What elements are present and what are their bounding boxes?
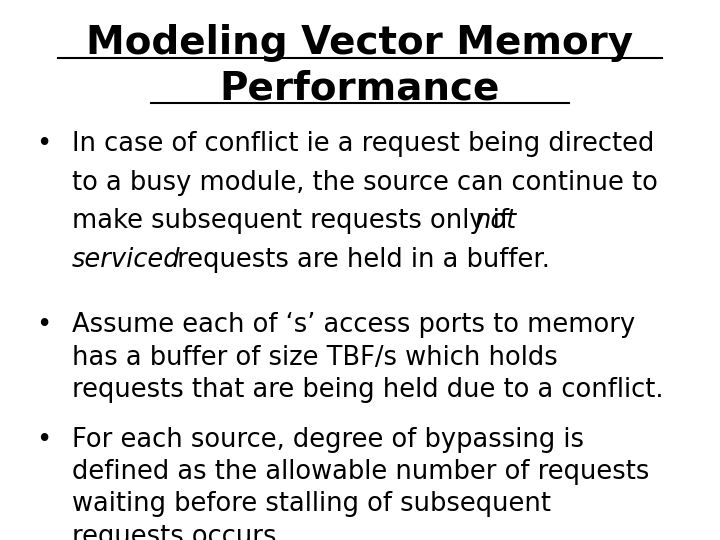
Text: •: •	[36, 312, 51, 338]
Text: not: not	[474, 208, 516, 234]
Text: In case of conflict ie a request being directed: In case of conflict ie a request being d…	[72, 131, 654, 157]
Text: serviced: serviced	[72, 247, 181, 273]
Text: Assume each of ‘s’ access ports to memory
has a buffer of size TBF/s which holds: Assume each of ‘s’ access ports to memor…	[72, 312, 664, 403]
Text: make subsequent requests only if: make subsequent requests only if	[72, 208, 517, 234]
Text: For each source, degree of bypassing is
defined as the allowable number of reque: For each source, degree of bypassing is …	[72, 427, 649, 540]
Text: requests are held in a buffer.: requests are held in a buffer.	[169, 247, 550, 273]
Text: •: •	[36, 131, 51, 157]
Text: Modeling Vector Memory: Modeling Vector Memory	[86, 24, 634, 62]
Text: to a busy module, the source can continue to: to a busy module, the source can continu…	[72, 170, 658, 195]
Text: Performance: Performance	[220, 69, 500, 107]
Text: •: •	[36, 427, 51, 453]
